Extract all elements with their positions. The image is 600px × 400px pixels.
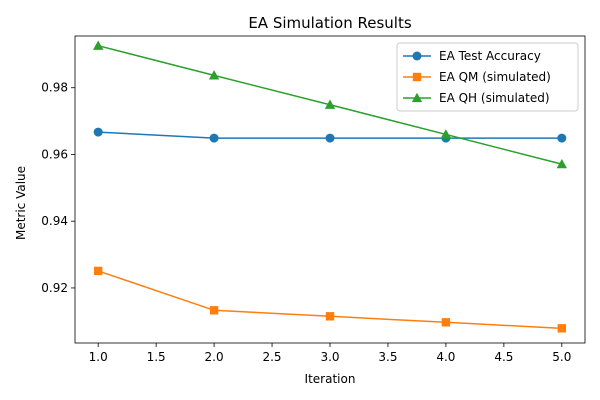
legend-item: EA Test Accuracy xyxy=(403,49,541,63)
y-tick-label: 0.96 xyxy=(41,147,68,161)
series-3 xyxy=(92,40,568,169)
y-axis-ticks: 0.92 0.94 0.96 0.98 xyxy=(41,81,75,295)
data-point xyxy=(441,318,451,327)
data-point xyxy=(208,70,220,80)
legend-marker xyxy=(411,92,423,103)
chart-title: EA Simulation Results xyxy=(248,14,412,32)
series-2 xyxy=(93,266,567,333)
data-point xyxy=(325,312,335,321)
x-axis-ticks: 1.0 1.5 2.0 2.5 3.0 3.5 4.0 4.5 5.0 xyxy=(89,343,571,364)
x-tick-label: 4.5 xyxy=(494,350,513,364)
legend-label: EA QH (simulated) xyxy=(439,91,550,105)
y-tick-label: 0.94 xyxy=(41,214,68,228)
data-point xyxy=(557,324,567,333)
data-point xyxy=(209,133,219,143)
data-point xyxy=(93,127,103,137)
y-axis-label: Metric Value xyxy=(14,166,28,240)
data-point xyxy=(209,306,219,315)
x-axis-label: Iteration xyxy=(305,372,356,386)
data-point xyxy=(324,99,336,109)
y-tick-label: 0.98 xyxy=(41,81,68,95)
data-point xyxy=(557,133,567,143)
legend-label: EA Test Accuracy xyxy=(439,49,541,63)
x-tick-label: 2.0 xyxy=(205,350,224,364)
series-1 xyxy=(93,127,567,143)
legend-marker xyxy=(412,72,422,82)
data-point xyxy=(556,158,568,169)
x-tick-label: 5.0 xyxy=(552,350,571,364)
data-point xyxy=(440,129,452,139)
legend-item: EA QH (simulated) xyxy=(403,91,550,105)
data-point xyxy=(93,266,103,276)
y-tick-label: 0.92 xyxy=(41,281,68,295)
legend-box xyxy=(396,42,579,112)
x-tick-label: 3.0 xyxy=(320,350,339,364)
x-tick-label: 2.5 xyxy=(262,350,281,364)
legend-marker xyxy=(412,51,422,61)
x-tick-label: 4.0 xyxy=(436,350,455,364)
legend-label: EA QM (simulated) xyxy=(439,70,551,84)
legend-item: EA QM (simulated) xyxy=(403,70,551,84)
data-point xyxy=(92,40,104,50)
data-point xyxy=(325,133,335,143)
x-tick-label: 3.5 xyxy=(378,350,397,364)
x-tick-label: 1.0 xyxy=(89,350,108,364)
x-tick-label: 1.5 xyxy=(147,350,166,364)
legend: EA Test Accuracy EA QM (simulated) EA QH (… xyxy=(396,42,579,112)
